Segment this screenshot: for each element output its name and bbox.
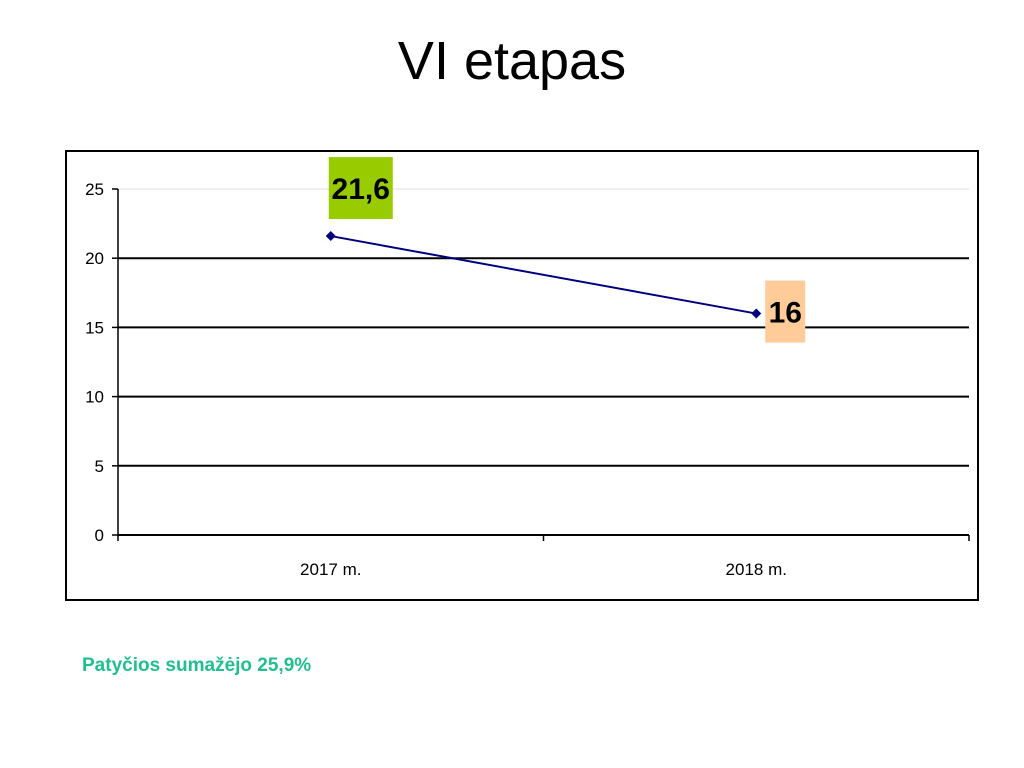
- y-tick-label: 25: [85, 180, 104, 199]
- x-tick-label: 2018 m.: [726, 560, 787, 579]
- line-chart: 0 5 10 15 20 25 2017 m. 2018 m. 21,6 16: [85, 157, 970, 579]
- data-point-marker: [751, 308, 762, 319]
- y-tick-label: 0: [95, 526, 104, 545]
- data-point-marker: [325, 231, 336, 242]
- x-tick-label: 2017 m.: [300, 560, 361, 579]
- data-label: 21,6: [332, 173, 390, 206]
- chart-frame: 0 5 10 15 20 25 2017 m. 2018 m. 21,6 16: [65, 150, 979, 601]
- y-tick-label: 10: [85, 388, 104, 407]
- y-tick-label: 5: [95, 457, 104, 476]
- y-tick-label: 15: [85, 318, 104, 337]
- data-label-box: [328, 157, 393, 220]
- page-title: VI etapas: [397, 31, 627, 91]
- footnote-text: Patyčios sumažėjo 25,9%: [82, 655, 312, 676]
- data-label-box: [765, 280, 806, 343]
- data-label: 16: [769, 297, 802, 330]
- series-line: [330, 235, 757, 315]
- y-tick-label: 20: [85, 249, 104, 268]
